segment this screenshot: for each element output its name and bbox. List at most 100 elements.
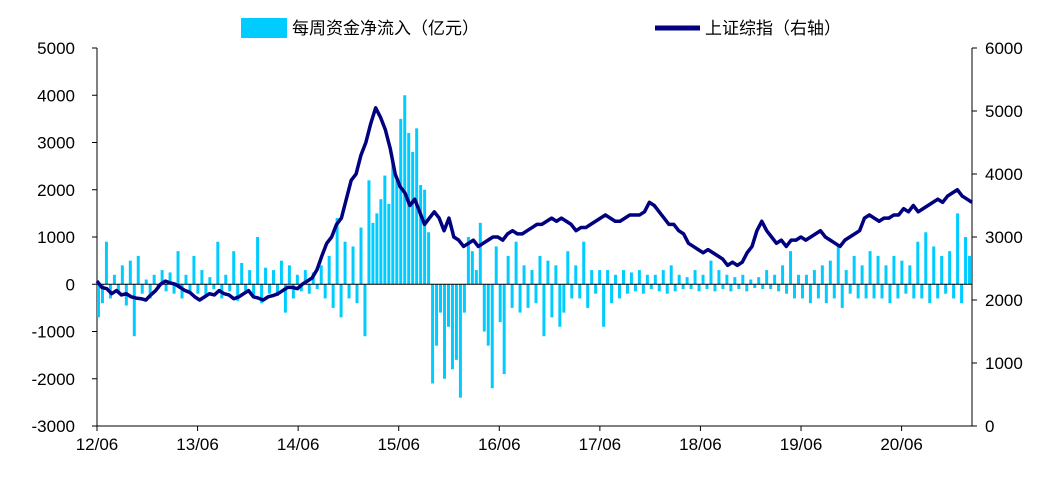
bar (562, 284, 566, 313)
bar (928, 284, 932, 304)
bar (283, 284, 287, 313)
bar (152, 274, 156, 285)
bar (236, 284, 240, 301)
bar (462, 284, 466, 313)
bar (820, 265, 824, 285)
left-tick-label: 4000 (37, 86, 75, 105)
bar (574, 265, 578, 285)
x-ticks: 12/06 13/06 14/06 15/06 16/06 17/06 18/06 19/06… (76, 426, 923, 454)
bar (828, 260, 832, 285)
bar (116, 284, 120, 294)
bar (645, 274, 649, 285)
bar (212, 284, 216, 289)
bar (598, 270, 602, 285)
right-tick-label: 5000 (985, 102, 1023, 121)
bar (534, 284, 538, 304)
bar (506, 255, 510, 285)
x-tick-label: 19/06 (780, 435, 823, 454)
bar (268, 284, 271, 294)
bar (602, 284, 606, 327)
bar (713, 284, 717, 292)
x-tick-label: 12/06 (76, 435, 119, 454)
bar (435, 284, 439, 346)
bar (339, 284, 343, 318)
bar (844, 270, 848, 285)
bar (904, 284, 908, 294)
bar (343, 241, 347, 285)
right-tick-label: 6000 (985, 39, 1023, 58)
bar (884, 265, 888, 285)
bar (287, 265, 291, 285)
bar (546, 260, 550, 285)
bar (431, 284, 435, 384)
bar (924, 232, 928, 285)
bar (200, 270, 204, 285)
x-tick-label: 13/06 (176, 435, 219, 454)
left-tick-label: -2000 (32, 370, 75, 389)
bar (860, 265, 864, 285)
bar (447, 284, 450, 327)
bar (800, 284, 804, 299)
bar (299, 284, 303, 292)
bar (395, 180, 399, 285)
bar (542, 284, 546, 337)
bar (673, 284, 677, 292)
bar (856, 284, 860, 299)
bar (633, 284, 637, 292)
right-y-ticks: 0 1000 2000 3000 4000 5000 6000 (972, 39, 1023, 436)
bar (355, 284, 359, 304)
bar (610, 284, 614, 304)
bar (291, 284, 295, 299)
bar (622, 270, 625, 285)
bar (176, 251, 180, 285)
bar (383, 175, 387, 285)
bar (184, 274, 188, 285)
bar (168, 272, 172, 285)
bar (964, 237, 968, 285)
bar (132, 284, 136, 337)
x-tick-label: 16/06 (478, 435, 521, 454)
bar (148, 284, 152, 299)
bar (625, 284, 629, 294)
bar (868, 251, 872, 285)
bar (753, 284, 757, 289)
bar (427, 232, 431, 285)
bar (737, 284, 741, 289)
bar (140, 284, 144, 294)
bar (538, 255, 542, 285)
bar (466, 237, 470, 285)
bar (777, 284, 781, 292)
bar (578, 284, 582, 299)
bar (618, 284, 621, 299)
bar (248, 270, 252, 285)
bar (399, 118, 403, 285)
bar (252, 284, 256, 297)
left-tick-label: -1000 (32, 323, 75, 342)
bar (391, 161, 395, 285)
bar (836, 246, 840, 285)
bar (932, 246, 936, 285)
bar (896, 284, 900, 299)
bar (749, 279, 753, 285)
x-tick-label: 18/06 (679, 435, 722, 454)
bar (920, 284, 924, 299)
bar (944, 284, 948, 294)
bar (530, 270, 534, 285)
bar (773, 274, 777, 285)
bar (379, 199, 383, 285)
bar (474, 270, 478, 285)
bar (367, 180, 371, 285)
bar (323, 284, 327, 299)
bar (685, 277, 689, 285)
bar (952, 284, 956, 299)
bar (900, 260, 904, 285)
bar (590, 270, 594, 285)
legend-line-label: 上证综指（右轴） (705, 19, 841, 39)
bar (272, 270, 275, 285)
bar (940, 255, 944, 285)
bar (240, 262, 244, 285)
bar (558, 284, 562, 327)
bar (741, 274, 745, 285)
bar (582, 241, 586, 285)
bar (359, 227, 363, 285)
